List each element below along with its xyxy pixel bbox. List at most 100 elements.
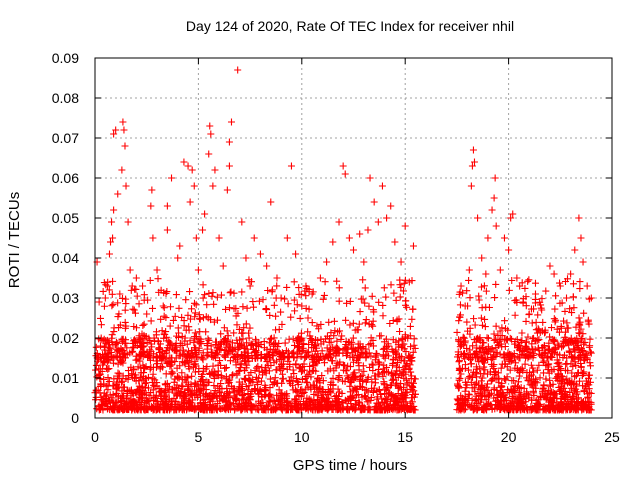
data-point [388, 361, 396, 369]
data-point [92, 343, 100, 351]
data-point [367, 396, 375, 404]
data-point [487, 360, 495, 368]
data-point [220, 338, 228, 346]
data-point [223, 384, 231, 392]
data-point [130, 366, 138, 374]
data-point [389, 348, 397, 356]
data-point [305, 285, 313, 293]
data-point [140, 320, 148, 328]
data-point [366, 406, 374, 414]
data-point [562, 338, 570, 346]
data-point [277, 351, 285, 359]
data-point [121, 324, 129, 332]
data-point [339, 404, 347, 412]
data-point [96, 314, 104, 322]
data-point [245, 329, 253, 337]
data-point [408, 372, 416, 380]
data-point [408, 404, 416, 412]
data-point [455, 384, 463, 392]
data-point [408, 382, 416, 390]
data-point [356, 406, 364, 414]
data-point [463, 287, 471, 295]
data-point [394, 390, 402, 398]
data-point [360, 367, 368, 375]
data-point [457, 370, 465, 378]
data-point [492, 335, 500, 343]
data-point [240, 352, 248, 360]
data-point [134, 363, 142, 371]
data-point [217, 380, 225, 388]
data-point [299, 390, 307, 398]
data-point [186, 352, 194, 360]
data-point [168, 368, 176, 376]
data-point [172, 398, 180, 406]
data-point [153, 398, 161, 406]
data-point [345, 234, 353, 242]
data-point [341, 345, 349, 353]
data-point [242, 254, 250, 262]
data-point [318, 397, 326, 405]
data-point [130, 343, 138, 351]
data-point [337, 335, 345, 343]
data-point [261, 406, 269, 414]
data-point [144, 373, 152, 381]
data-point [487, 377, 495, 385]
data-point [240, 324, 248, 332]
data-point [225, 138, 233, 146]
data-point [405, 278, 413, 286]
data-point [284, 300, 292, 308]
data-point [265, 391, 273, 399]
data-point [207, 316, 215, 324]
data-point [227, 288, 235, 296]
data-point [363, 386, 371, 394]
data-point [541, 329, 549, 337]
data-point [119, 346, 127, 354]
data-point [275, 339, 283, 347]
data-point [210, 390, 218, 398]
data-point [516, 397, 524, 405]
data-point [350, 246, 357, 254]
data-point [366, 363, 374, 371]
data-point [571, 336, 579, 344]
data-point [362, 353, 370, 361]
data-point [389, 376, 397, 384]
data-point [342, 397, 350, 405]
data-point [515, 372, 523, 380]
x-tick-labels: 0 5 10 15 20 25 [91, 429, 620, 445]
data-point [491, 405, 499, 413]
data-point [326, 346, 334, 354]
data-point [520, 405, 528, 413]
data-point [491, 174, 499, 182]
data-point [251, 354, 259, 362]
data-point [360, 258, 368, 266]
data-point [482, 270, 490, 278]
data-point [158, 327, 166, 335]
data-point [206, 403, 214, 411]
data-point [210, 371, 218, 379]
data-point [146, 365, 154, 373]
data-point [166, 362, 174, 370]
x-tick-label: 25 [604, 429, 620, 445]
data-point [491, 294, 499, 302]
data-point [230, 352, 238, 360]
data-point [330, 403, 338, 411]
data-point [242, 320, 250, 328]
data-point [136, 387, 144, 395]
data-point [484, 234, 492, 242]
data-point [577, 336, 585, 344]
data-point [139, 282, 147, 290]
data-point [221, 364, 229, 372]
data-point [178, 358, 186, 366]
data-point [474, 214, 482, 222]
data-point [376, 406, 384, 414]
data-point [533, 329, 541, 337]
data-point [130, 323, 138, 331]
data-point [190, 339, 198, 347]
data-point [340, 366, 348, 374]
data-point [578, 334, 586, 342]
data-point [335, 372, 343, 380]
data-point [102, 337, 110, 345]
data-point [292, 250, 300, 258]
data-point [488, 206, 496, 214]
data-point [163, 349, 171, 357]
